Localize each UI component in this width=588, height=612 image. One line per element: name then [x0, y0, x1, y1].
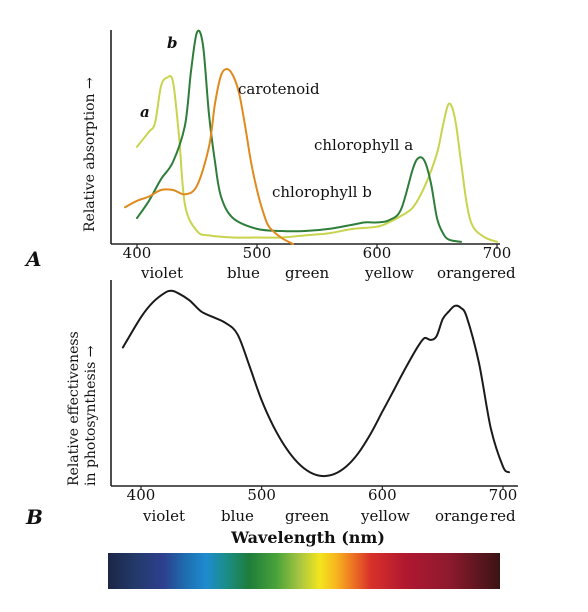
x-axis-title: Wavelength (nm)	[230, 528, 385, 547]
panel-a-color-word-orange: orange	[437, 264, 490, 282]
annotation-b: b	[167, 34, 178, 52]
panel-b-tick-400-label: 400	[127, 486, 156, 504]
panel-b-color-word-violet: violet	[142, 507, 185, 525]
panel-a-tick-700-label: 700	[483, 244, 512, 262]
series-relative-effectiveness-in-photosynthesis-line	[121, 289, 510, 478]
annotation-carotenoid: carotenoid	[238, 80, 320, 98]
panel-b-label: B	[25, 505, 43, 529]
panel-b-color-words: violet blue green yellow orange red	[142, 507, 516, 525]
annotation-a: a	[140, 103, 150, 121]
visible-spectrum-bar	[108, 553, 500, 589]
panel-b-color-word-yellow: yellow	[360, 507, 410, 525]
series-chlorophyll-b-line	[136, 29, 462, 243]
panel-a-tick-600-label: 600	[363, 244, 392, 262]
panel-b-color-word-blue: blue	[221, 507, 254, 525]
annotation-chlorophyll-a: chlorophyll a	[314, 136, 413, 154]
panel-a-x-ticks: 400 500 600 700	[123, 244, 512, 262]
panel-a-color-word-violet: violet	[140, 264, 183, 282]
panel-a-label: A	[24, 247, 42, 271]
panel-a-color-word-red: red	[490, 264, 516, 282]
panel-b-tick-600-label: 600	[368, 486, 397, 504]
panel-a-tick-500-label: 500	[243, 244, 272, 262]
panel-b-color-word-orange: orange	[435, 507, 488, 525]
series-carotenoid-line	[124, 68, 294, 245]
panel-b-y-label-line-1: Relative effectiveness	[66, 331, 82, 486]
panel-b-color-word-green: green	[285, 507, 330, 525]
annotation-chlorophyll-b: chlorophyll b	[272, 183, 372, 201]
panel-b: Relative effectiveness in photosynthesis…	[25, 280, 518, 547]
panel-b-curves	[121, 289, 510, 478]
panel-b-x-ticks: 400 500 600 700	[127, 486, 518, 504]
panel-a-color-word-green: green	[285, 264, 330, 282]
panel-a: Relative absorption → 400 500 600 700 a b c…	[24, 29, 516, 282]
panel-a-color-word-blue: blue	[227, 264, 260, 282]
panel-a-y-label: Relative absorption →	[82, 77, 98, 232]
panel-b-tick-500-label: 500	[247, 486, 276, 504]
panel-a-curves	[124, 29, 498, 245]
panel-b-y-label-line-2: in photosynthesis →	[83, 345, 99, 486]
series-chlorophyll-a-line	[136, 74, 498, 243]
panel-a-color-words: violet blue green yellow orange red	[140, 264, 516, 282]
panel-b-tick-700-label: 700	[489, 486, 518, 504]
panel-a-tick-400-label: 400	[123, 244, 152, 262]
panel-b-color-word-red: red	[490, 507, 516, 525]
panel-a-color-word-yellow: yellow	[364, 264, 414, 282]
